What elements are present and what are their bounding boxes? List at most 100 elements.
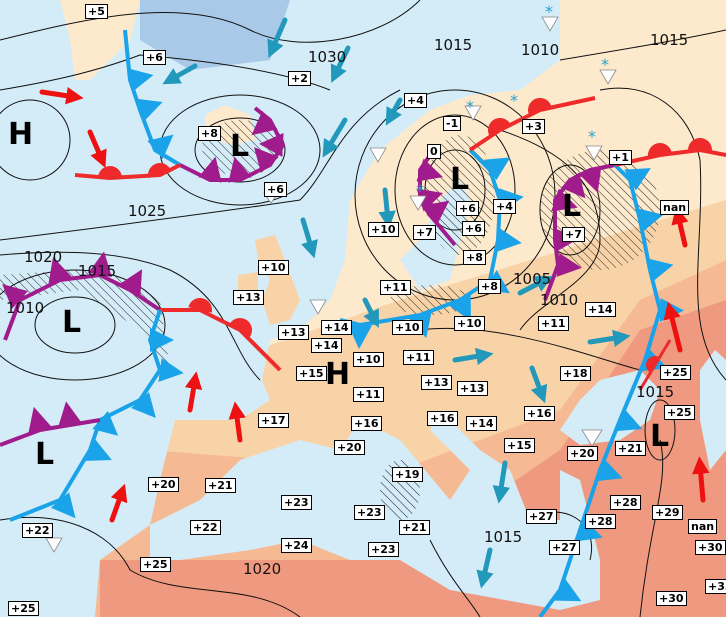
temperature-label: +19 <box>392 467 423 482</box>
cold-air-arrow <box>378 187 396 229</box>
temperature-label: +11 <box>538 316 569 331</box>
temperature-label: +13 <box>457 381 488 396</box>
temperature-label: +5 <box>85 4 108 19</box>
cold-air-arrow <box>267 17 288 59</box>
greenland <box>60 0 140 80</box>
high-pressure-center: H <box>325 357 351 392</box>
temperature-label: +7 <box>562 227 585 242</box>
snow-symbols: * * * * * * <box>416 2 609 200</box>
temperature-label: +17 <box>258 413 289 428</box>
shower-triangle-icon <box>581 429 603 447</box>
temperature-label: +14 <box>585 302 616 317</box>
low-pressure-center: L <box>62 305 82 340</box>
cold-air-arrow <box>492 460 510 504</box>
warm-front <box>638 339 672 391</box>
great-britain <box>255 235 300 325</box>
temperature-label: +15 <box>296 366 327 381</box>
temperature-label: +10 <box>258 260 289 275</box>
temperature-label: +16 <box>524 406 555 421</box>
temperature-label: +14 <box>321 320 352 335</box>
temperature-label: +13 <box>278 325 309 340</box>
snow-icon: * <box>466 97 474 116</box>
temperature-label: +14 <box>466 416 497 431</box>
temperature-label: +3 <box>522 119 545 134</box>
temperature-label: +10 <box>353 352 384 367</box>
warm-front <box>160 298 282 372</box>
warm-air-arrow <box>671 206 689 248</box>
shower-triangle-icon <box>599 69 617 85</box>
isobar-label: 1020 <box>24 248 63 266</box>
temperature-label: +6 <box>456 201 479 216</box>
temperature-label: +23 <box>354 505 385 520</box>
snow-icon: * <box>601 55 609 74</box>
temperature-label: -1 <box>443 116 462 131</box>
temperature-label: +24 <box>281 538 312 553</box>
temperature-label: +30 <box>656 591 687 606</box>
warm-air-arrow <box>109 483 128 523</box>
occluded-front <box>2 251 162 341</box>
shower-symbols <box>45 16 617 553</box>
temperature-label: +10 <box>368 222 399 237</box>
temperature-label: +21 <box>205 478 236 493</box>
ice-sheet <box>140 0 290 70</box>
temperature-label: +23 <box>281 495 312 510</box>
cold-air-arrow <box>162 63 198 85</box>
temperature-label: +10 <box>454 316 485 331</box>
temperature-label: +4 <box>493 199 516 214</box>
temperature-label: +10 <box>392 320 423 335</box>
cold-air-arrow <box>362 297 379 328</box>
temperature-label: +25 <box>8 601 39 616</box>
shower-triangle-icon <box>369 147 387 163</box>
temperature-label: +29 <box>652 505 683 520</box>
occluded-front <box>0 401 101 447</box>
isobar-label: 1025 <box>128 202 167 220</box>
warm-air-arrow <box>39 87 84 105</box>
temperature-label: +11 <box>380 280 411 295</box>
temperature-label: +11 <box>353 387 384 402</box>
temperature-label: +28 <box>585 514 616 529</box>
shower-triangle-icon <box>541 16 559 32</box>
cold-air-arrow <box>529 365 548 404</box>
warm-air-arrow <box>184 371 203 413</box>
isobar-label: 1015 <box>484 528 523 546</box>
occluded-front <box>179 106 285 183</box>
temperature-label: +25 <box>140 557 171 572</box>
temperature-label: +23 <box>368 542 399 557</box>
temperature-label: +20 <box>567 446 598 461</box>
warm-front <box>614 138 726 167</box>
cold-front <box>123 29 182 167</box>
temperature-label: +21 <box>399 520 430 535</box>
low-pressure-center: L <box>562 189 582 224</box>
temperature-label: +25 <box>664 405 695 420</box>
shower-triangle-icon <box>309 299 327 315</box>
temperature-label: +25 <box>660 365 691 380</box>
temperature-label: +4 <box>404 93 427 108</box>
snow-icon: * <box>588 127 596 146</box>
low-pressure-center: L <box>650 419 670 454</box>
temperature-label: +15 <box>504 438 535 453</box>
shower-triangle-icon <box>464 105 482 121</box>
temperature-label: +21 <box>615 441 646 456</box>
temperature-label: +27 <box>526 509 557 524</box>
temperature-label: +7 <box>413 225 436 240</box>
caspian-sea <box>700 350 726 470</box>
cold-air-arrow <box>322 117 348 158</box>
temperature-label: nan <box>688 519 718 534</box>
weather-fronts <box>0 29 726 617</box>
temperature-label: +30 <box>695 540 726 555</box>
isobar-label: 1010 <box>540 291 579 309</box>
temperature-label: +22 <box>22 523 53 538</box>
temperature-label: +13 <box>421 375 452 390</box>
isobar-label: 1010 <box>6 299 45 317</box>
temperature-label: +1 <box>609 150 632 165</box>
temperature-label: +6 <box>462 221 485 236</box>
cold-front <box>9 309 184 522</box>
warm-air-arrow <box>692 456 710 503</box>
temperature-label: +2 <box>288 71 311 86</box>
low-pressure-center: L <box>35 437 55 472</box>
low-pressure-center: L <box>450 162 470 197</box>
temperature-label: +8 <box>478 279 501 294</box>
temperature-label: +16 <box>351 416 382 431</box>
temperature-label: +18 <box>560 366 591 381</box>
